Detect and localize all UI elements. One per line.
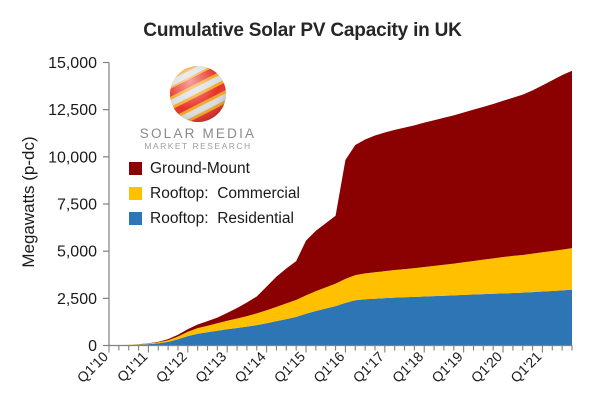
y-tick-label: 0 xyxy=(88,338,97,355)
chart-legend: Ground-Mount Rooftop: Commercial Rooftop: … xyxy=(129,156,300,231)
x-tick-label: Q1'12 xyxy=(153,348,191,386)
x-tick-label: Q1'18 xyxy=(389,348,427,386)
legend-swatch xyxy=(129,162,142,175)
y-axis-ticks: 0 2,500 5,000 7,500 10,000 12,500 15,000 xyxy=(48,55,109,355)
x-tick-label: Q1'16 xyxy=(310,348,348,386)
legend-label: Rooftop: Commercial xyxy=(150,184,300,202)
area-series xyxy=(109,248,572,346)
x-axis-ticks: Q1'10 Q1'11 Q1'12 Q1'13 Q1'14 Q1'15 Q1'16 Q1'17… xyxy=(74,345,573,386)
chart-title: Cumulative Solar PV Capacity in UK xyxy=(143,20,462,41)
y-tick-label: 15,000 xyxy=(48,55,97,72)
globe-icon xyxy=(170,66,226,122)
area-series xyxy=(109,289,572,346)
logo-name: SOLAR MEDIA xyxy=(139,126,257,141)
x-tick-label: Q1'20 xyxy=(468,348,506,386)
x-tick-label: Q1'13 xyxy=(192,348,230,386)
y-tick-label: 12,500 xyxy=(48,102,97,119)
logo-tagline: MARKET RESEARCH xyxy=(144,141,252,151)
x-tick-label: Q1'14 xyxy=(231,348,269,386)
legend-item[interactable]: Ground-Mount xyxy=(129,156,300,181)
legend-item[interactable]: Rooftop: Commercial xyxy=(129,181,300,206)
y-tick-label: 10,000 xyxy=(48,149,97,166)
y-tick-label: 5,000 xyxy=(57,244,97,261)
x-tick-label: Q1'15 xyxy=(271,348,309,386)
y-tick-label: 2,500 xyxy=(57,291,97,308)
stacked-areas xyxy=(109,70,572,346)
x-tick-label: Q1'21 xyxy=(507,348,545,386)
legend-label: Rooftop: Residential xyxy=(150,209,294,227)
legend-item[interactable]: Rooftop: Residential xyxy=(129,206,300,231)
solar-media-logo: SOLAR MEDIA MARKET RESEARCH xyxy=(128,63,268,151)
x-tick-label: Q1'17 xyxy=(350,348,388,386)
x-tick-label: Q1'19 xyxy=(428,348,466,386)
legend-swatch xyxy=(129,187,142,200)
y-tick-label: 7,500 xyxy=(57,197,97,214)
x-tick-label: Q1'11 xyxy=(114,348,151,385)
area-series xyxy=(109,70,572,346)
legend-label: Ground-Mount xyxy=(150,159,250,177)
legend-swatch xyxy=(129,212,142,225)
